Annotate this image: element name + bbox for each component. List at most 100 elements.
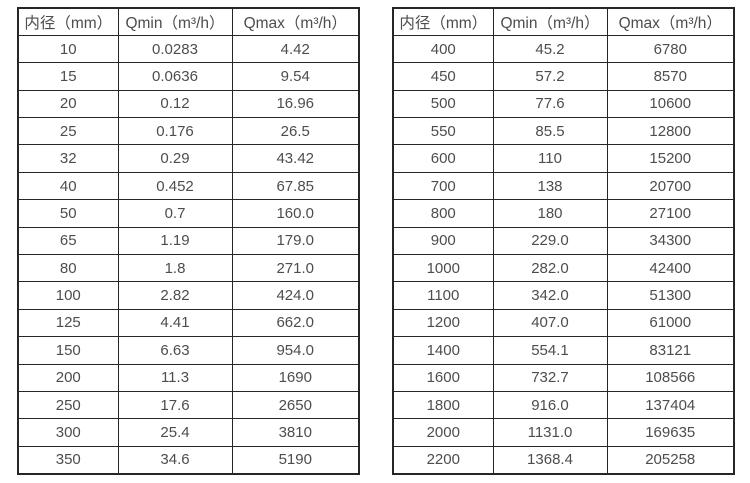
- diameter-cell: 700: [392, 171, 494, 201]
- table-row: 65 1.19 179.0: [17, 226, 360, 256]
- qmin-cell: 0.0636: [117, 62, 233, 91]
- diameter-cell: 10: [17, 34, 119, 64]
- qmin-cell: 0.0283: [117, 34, 233, 64]
- table-header: 内径（mm） Qmin（m³/h） Qmax（m³/h）: [17, 7, 360, 36]
- diameter-cell: 500: [392, 89, 494, 119]
- table-row: 15 0.0636 9.54: [17, 62, 360, 91]
- qmax-cell: 1690: [231, 363, 360, 392]
- qmax-cell: 61000: [606, 308, 735, 338]
- qmin-cell: 0.176: [117, 117, 233, 146]
- qmax-cell: 67.85: [231, 171, 360, 201]
- qmax-cell: 51300: [606, 281, 735, 310]
- qmin-cell: 1368.4: [492, 445, 608, 475]
- table-row: 32 0.29 43.42: [17, 144, 360, 173]
- diameter-cell: 2000: [392, 418, 494, 447]
- qmax-cell: 4.42: [231, 34, 360, 64]
- diameter-cell: 1000: [392, 254, 494, 283]
- header-qmin-cell: Qmin（m³/h）: [117, 7, 233, 36]
- table-row: 40 0.452 67.85: [17, 171, 360, 201]
- table-body: 400 45.2 6780 450 57.2 8570 500 77.6 10600 550 85.…: [392, 34, 735, 475]
- qmin-cell: 282.0: [492, 254, 608, 283]
- table-row: 80 1.8 271.0: [17, 254, 360, 283]
- diameter-cell: 80: [17, 254, 119, 283]
- diameter-cell: 2200: [392, 445, 494, 475]
- qmin-cell: 45.2: [492, 34, 608, 64]
- qmax-cell: 3810: [231, 418, 360, 447]
- qmin-cell: 4.41: [117, 308, 233, 338]
- diameter-cell: 350: [17, 445, 119, 475]
- table-row: 1000 282.0 42400: [392, 254, 735, 283]
- qmin-cell: 34.6: [117, 445, 233, 475]
- table-row: 500 77.6 10600: [392, 89, 735, 119]
- table-row: 10 0.0283 4.42: [17, 34, 360, 64]
- diameter-flow-table-small: 内径（mm） Qmin（m³/h） Qmax（m³/h） 10 0.0283 4.42 1…: [17, 7, 360, 475]
- table-row: 1600 732.7 108566: [392, 363, 735, 392]
- qmax-cell: 16.96: [231, 89, 360, 119]
- diameter-cell: 1100: [392, 281, 494, 310]
- table-body: 10 0.0283 4.42 15 0.0636 9.54 20 0.12 16.96 25 0.1…: [17, 34, 360, 475]
- qmin-cell: 732.7: [492, 363, 608, 392]
- table-header: 内径（mm） Qmin（m³/h） Qmax（m³/h）: [392, 7, 735, 36]
- diameter-cell: 65: [17, 226, 119, 256]
- table-row: 200 11.3 1690: [17, 363, 360, 392]
- diameter-cell: 900: [392, 226, 494, 256]
- diameter-cell: 600: [392, 144, 494, 173]
- diameter-cell: 125: [17, 308, 119, 338]
- diameter-cell: 40: [17, 171, 119, 201]
- header-diameter-cell: 内径（mm）: [392, 7, 494, 36]
- table-row: 700 138 20700: [392, 171, 735, 201]
- qmin-cell: 110: [492, 144, 608, 173]
- diameter-cell: 100: [17, 281, 119, 310]
- qmax-cell: 205258: [606, 445, 735, 475]
- qmin-cell: 0.12: [117, 89, 233, 119]
- diameter-cell: 15: [17, 62, 119, 91]
- table-row: 1100 342.0 51300: [392, 281, 735, 310]
- qmax-cell: 10600: [606, 89, 735, 119]
- qmax-cell: 20700: [606, 171, 735, 201]
- qmax-cell: 160.0: [231, 199, 360, 228]
- header-qmax-cell: Qmax（m³/h）: [231, 7, 360, 36]
- qmax-cell: 5190: [231, 445, 360, 475]
- table-row: 600 110 15200: [392, 144, 735, 173]
- qmax-cell: 83121: [606, 336, 735, 365]
- diameter-cell: 20: [17, 89, 119, 119]
- diameter-cell: 25: [17, 117, 119, 146]
- qmin-cell: 1.8: [117, 254, 233, 283]
- qmin-cell: 57.2: [492, 62, 608, 91]
- qmin-cell: 0.452: [117, 171, 233, 201]
- qmax-cell: 662.0: [231, 308, 360, 338]
- diameter-cell: 250: [17, 390, 119, 420]
- qmin-cell: 229.0: [492, 226, 608, 256]
- qmin-cell: 2.82: [117, 281, 233, 310]
- qmin-cell: 554.1: [492, 336, 608, 365]
- table-row: 2200 1368.4 205258: [392, 445, 735, 475]
- qmax-cell: 42400: [606, 254, 735, 283]
- table-row: 450 57.2 8570: [392, 62, 735, 91]
- qmin-cell: 11.3: [117, 363, 233, 392]
- diameter-cell: 800: [392, 199, 494, 228]
- qmax-cell: 26.5: [231, 117, 360, 146]
- diameter-cell: 400: [392, 34, 494, 64]
- diameter-cell: 1400: [392, 336, 494, 365]
- qmax-cell: 34300: [606, 226, 735, 256]
- table-row: 350 34.6 5190: [17, 445, 360, 475]
- qmax-cell: 954.0: [231, 336, 360, 365]
- qmin-cell: 407.0: [492, 308, 608, 338]
- table-row: 550 85.5 12800: [392, 117, 735, 146]
- qmax-cell: 179.0: [231, 226, 360, 256]
- table-row: 1200 407.0 61000: [392, 308, 735, 338]
- table-row: 25 0.176 26.5: [17, 117, 360, 146]
- diameter-cell: 32: [17, 144, 119, 173]
- diameter-cell: 550: [392, 117, 494, 146]
- qmax-cell: 12800: [606, 117, 735, 146]
- qmax-cell: 8570: [606, 62, 735, 91]
- diameter-flow-table-large: 内径（mm） Qmin（m³/h） Qmax（m³/h） 400 45.2 6780 45…: [392, 7, 735, 475]
- qmin-cell: 77.6: [492, 89, 608, 119]
- qmin-cell: 180: [492, 199, 608, 228]
- table-row: 400 45.2 6780: [392, 34, 735, 64]
- qmin-cell: 0.29: [117, 144, 233, 173]
- qmin-cell: 0.7: [117, 199, 233, 228]
- table-row: 2000 1131.0 169635: [392, 418, 735, 447]
- qmax-cell: 137404: [606, 390, 735, 420]
